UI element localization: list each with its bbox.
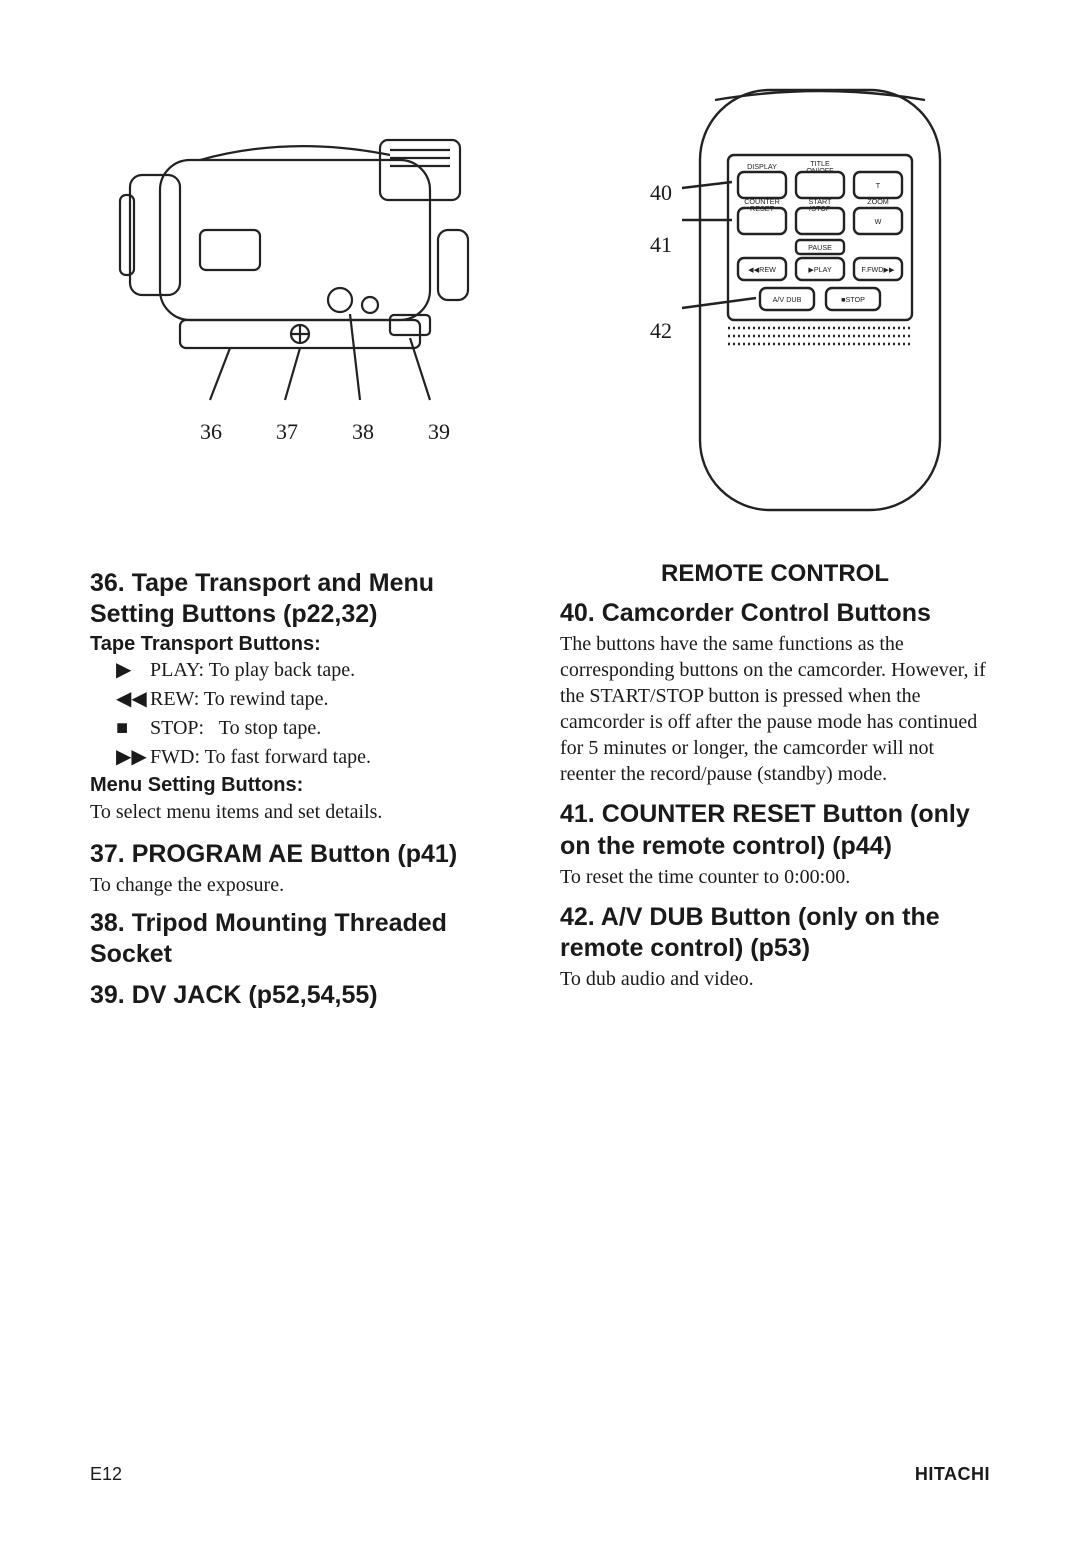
svg-text:ZOOM: ZOOM — [867, 197, 889, 206]
item-desc: To rewind tape. — [204, 688, 329, 710]
svg-text:DISPLAY: DISPLAY — [747, 162, 777, 171]
item-label: FWD: — [150, 746, 200, 768]
svg-text:F.FWD▶▶: F.FWD▶▶ — [861, 265, 894, 274]
callout-36: 36 — [200, 419, 222, 445]
list-item: ▶ PLAY: To play back tape. — [116, 656, 520, 685]
svg-text:/STOP: /STOP — [809, 204, 831, 213]
callout-42: 42 — [650, 318, 672, 344]
right-column: REMOTE CONTROL 40. Camcorder Control But… — [560, 560, 990, 1014]
svg-text:■STOP: ■STOP — [841, 295, 865, 304]
text-columns: 36. Tape Transport and Menu Setting Butt… — [90, 560, 990, 1014]
callout-39: 39 — [428, 419, 450, 445]
item-label: PLAY: — [150, 659, 204, 681]
item-desc: To play back tape. — [209, 659, 355, 681]
heading-40: 40. Camcorder Control Buttons — [560, 598, 990, 629]
heading-38: 38. Tripod Mounting Threaded Socket — [90, 908, 520, 971]
heading-37: 37. PROGRAM AE Button (p41) — [90, 839, 520, 870]
heading-36: 36. Tape Transport and Menu Setting Butt… — [90, 568, 520, 631]
list-item: ◀◀ REW: To rewind tape. — [116, 685, 520, 714]
callout-41: 41 — [650, 232, 672, 258]
heading-41: 41. COUNTER RESET Button (only on the re… — [560, 799, 990, 862]
remote-control-header: REMOTE CONTROL — [560, 560, 990, 588]
svg-text:W: W — [875, 217, 882, 226]
remote-figure: 40 41 42 — [650, 80, 990, 520]
svg-text:T: T — [876, 181, 881, 190]
fwd-icon: ▶▶ — [116, 743, 150, 772]
remote-illustration: DISPLAY TITLEON/OFF T COUNTERRESET START… — [680, 80, 960, 520]
list-item: ■ STOP: To stop tape. — [116, 714, 520, 743]
svg-text:PAUSE: PAUSE — [808, 243, 832, 252]
callout-38: 38 — [352, 419, 374, 445]
play-icon: ▶ — [116, 656, 150, 685]
list-item: ▶▶ FWD: To fast forward tape. — [116, 743, 520, 772]
desc-40: The buttons have the same functions as t… — [560, 631, 990, 787]
svg-text:▶PLAY: ▶PLAY — [808, 265, 832, 274]
desc-41: To reset the time counter to 0:00:00. — [560, 864, 990, 890]
svg-text:ON/OFF: ON/OFF — [806, 166, 834, 175]
camcorder-figure: 36 37 38 39 — [90, 80, 510, 445]
remote-callouts: 40 41 42 — [650, 80, 672, 370]
left-column: 36. Tape Transport and Menu Setting Butt… — [90, 560, 520, 1014]
callout-37: 37 — [276, 419, 298, 445]
subhead-tape-transport: Tape Transport Buttons: — [90, 633, 520, 656]
svg-text:RESET: RESET — [750, 204, 775, 213]
figures-row: 36 37 38 39 40 41 42 — [90, 80, 990, 520]
svg-text:A/V DUB: A/V DUB — [773, 295, 802, 304]
item-desc: To fast forward tape. — [205, 746, 371, 768]
menu-setting-desc: To select menu items and set details. — [90, 799, 520, 825]
camcorder-callouts: 36 37 38 39 — [90, 419, 510, 445]
heading-39: 39. DV JACK (p52,54,55) — [90, 980, 520, 1011]
brand-name: HITACHI — [915, 1464, 990, 1485]
desc-42: To dub audio and video. — [560, 966, 990, 992]
item-label: REW: — [150, 688, 199, 710]
item-label: STOP: — [150, 717, 204, 739]
heading-42: 42. A/V DUB Button (only on the remote c… — [560, 902, 990, 965]
page-footer: E12 HITACHI — [90, 1464, 990, 1485]
callout-40: 40 — [650, 180, 672, 206]
rewind-icon: ◀◀ — [116, 685, 150, 714]
item-desc: To stop tape. — [219, 717, 321, 739]
svg-text:◀◀REW: ◀◀REW — [748, 265, 776, 274]
subhead-menu-setting: Menu Setting Buttons: — [90, 774, 520, 797]
tape-transport-list: ▶ PLAY: To play back tape. ◀◀ REW: To re… — [90, 656, 520, 772]
page-number: E12 — [90, 1464, 122, 1485]
stop-icon: ■ — [116, 714, 150, 743]
desc-37: To change the exposure. — [90, 872, 520, 898]
camcorder-illustration — [90, 80, 510, 420]
